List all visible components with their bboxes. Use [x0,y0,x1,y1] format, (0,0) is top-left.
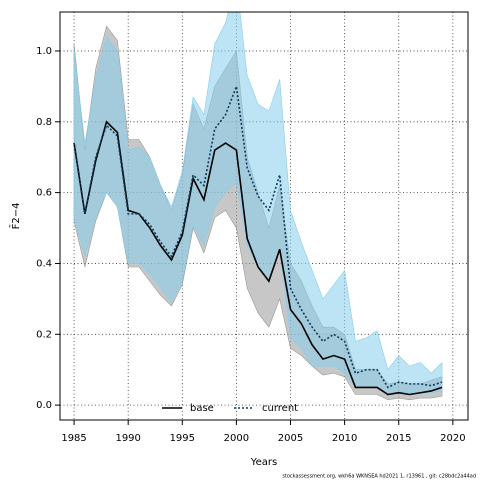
x-tick-label: 1995 [170,433,195,444]
y-tick-label: 0.8 [36,117,52,128]
y-tick-label: 0.6 [36,188,52,199]
footer: stockassessment.org, wkh6a WKNSEA hd2021… [282,474,476,480]
y-axis-label: F̄2−4 [9,203,22,230]
y-tick-label: 1.0 [36,46,52,57]
plot-area [73,12,443,401]
x-tick-label: 2005 [278,433,303,444]
y-tick-label: 0.2 [36,329,52,340]
series-line [73,86,443,389]
x-tick-label: 2020 [440,433,465,444]
y-tick-label: 0.0 [36,400,52,411]
y-tick-label: 0.4 [36,258,52,269]
legend-label: current [262,403,298,414]
x-tick-label: 2010 [332,433,357,444]
x-tick-label: 1990 [115,433,140,444]
x-axis-label: Years [250,457,277,468]
legend-label: base [190,403,214,414]
confidence-band [73,12,443,395]
x-tick-label: 2015 [386,433,411,444]
x-tick-label: 2000 [224,433,249,444]
series-line [73,120,443,396]
plot-frame [59,11,469,421]
x-tick-label: 1985 [61,433,86,444]
